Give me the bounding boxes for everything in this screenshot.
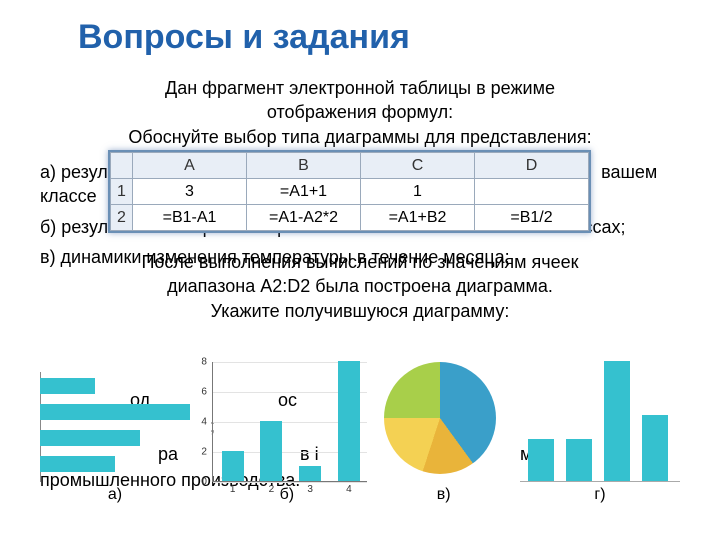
chart-b-xtick: 1	[230, 484, 236, 495]
sheet-row-1: 1	[111, 179, 133, 205]
chart-a-bar	[40, 404, 190, 420]
chart-d-bar	[528, 439, 554, 481]
chart-c	[384, 362, 504, 482]
chart-c-label: в)	[437, 486, 451, 504]
sheet-col-D: D	[475, 153, 589, 179]
chart-d-label: г)	[594, 486, 605, 504]
chart-a-block: а)	[40, 372, 190, 504]
sheet-row-2: 2	[111, 205, 133, 231]
intro-l2: отображения формул:	[40, 100, 680, 124]
chart-b-bar	[338, 361, 360, 481]
sheet-col-A: A	[133, 153, 247, 179]
after-l1: После выполнения вычислений по значениям…	[40, 250, 680, 274]
chart-b-ytick: 0	[201, 477, 207, 488]
sheet-corner	[111, 153, 133, 179]
chart-b: 024681234	[212, 362, 367, 482]
chart-b-ytick: 4	[201, 417, 207, 428]
chart-a	[40, 372, 190, 482]
chart-b-xtick: 4	[346, 484, 352, 495]
cell-B2: =A1-A2*2	[247, 205, 361, 231]
chart-a-bar	[40, 456, 115, 472]
sheet-col-B: B	[247, 153, 361, 179]
q-a-p2: вашем	[601, 162, 657, 182]
sheet-table: A B C D 1 3 =A1+1 1 2 =B1-A1 =A1-A2*2 =A…	[110, 152, 589, 231]
chart-d-block: г)	[520, 362, 680, 504]
chart-a-bar	[40, 430, 140, 446]
q-a-p3: классе	[40, 186, 97, 206]
chart-b-ytick: 2	[201, 447, 207, 458]
chart-c-pie	[384, 362, 496, 474]
cell-C1: 1	[361, 179, 475, 205]
after-l3: Укажите получившуюся диаграмму:	[40, 299, 680, 323]
chart-b-xtick: 3	[307, 484, 313, 495]
chart-d-bar	[566, 439, 592, 481]
cell-A2: =B1-A1	[133, 205, 247, 231]
cell-C2: =A1+B2	[361, 205, 475, 231]
chart-d-bar	[642, 415, 668, 481]
cell-B1: =A1+1	[247, 179, 361, 205]
chart-b-bar	[299, 466, 321, 481]
page-title: Вопросы и задания	[78, 18, 410, 57]
chart-b-ytick: 6	[201, 387, 207, 398]
chart-b-label: б)	[280, 486, 295, 504]
sheet-col-C: C	[361, 153, 475, 179]
chart-b-grid	[213, 482, 367, 483]
spreadsheet: A B C D 1 3 =A1+1 1 2 =B1-A1 =A1-A2*2 =A…	[108, 150, 591, 233]
intro-block: Дан фрагмент электронной таблицы в режим…	[40, 76, 680, 149]
intro-l1: Дан фрагмент электронной таблицы в режим…	[40, 76, 680, 100]
chart-c-block: в)	[384, 362, 504, 504]
chart-b-xtick: 2	[269, 484, 275, 495]
chart-d	[520, 362, 680, 482]
chart-d-bar	[604, 361, 630, 481]
charts-row: а) 024681234 б) в) г)	[40, 362, 680, 504]
cell-D2: =B1/2	[475, 205, 589, 231]
chart-a-bar	[40, 378, 95, 394]
cell-A1: 3	[133, 179, 247, 205]
chart-a-label: а)	[108, 486, 122, 504]
intro-l3: Обоснуйте выбор типа диаграммы для предс…	[40, 125, 680, 149]
chart-b-bar	[260, 421, 282, 481]
cell-D1	[475, 179, 589, 205]
after-l2: диапазона A2:D2 была построена диаграмма…	[40, 274, 680, 298]
chart-b-bar	[222, 451, 244, 481]
chart-b-block: 024681234 б)	[206, 362, 367, 504]
chart-b-ytick: 8	[201, 357, 207, 368]
after-block: После выполнения вычислений по значениям…	[40, 250, 680, 323]
